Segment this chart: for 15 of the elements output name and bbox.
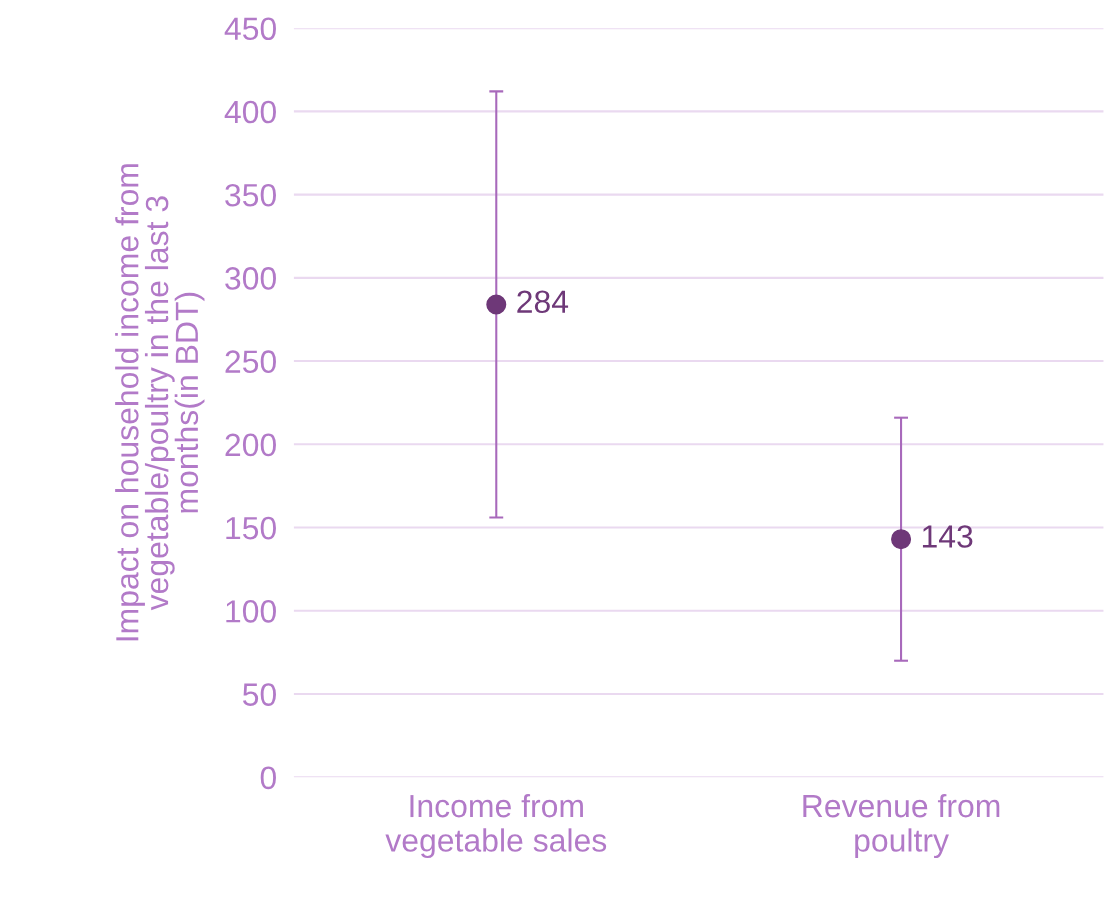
- y-tick-label: 250: [225, 350, 276, 373]
- y-tick-label: 200: [225, 433, 276, 457]
- y-tick-label: 300: [225, 267, 276, 290]
- y-tick-label: 150: [226, 516, 276, 540]
- y-axis-title: Impact on household income from vegetable/poultry in the last 3 months(in BDT): [115, 164, 205, 641]
- data-label: 143: [922, 525, 973, 548]
- data-label: 284: [517, 290, 569, 314]
- y-tick-label: 100: [226, 600, 276, 623]
- y-tick-label: 350: [225, 183, 276, 207]
- y-tick-label: 450: [224, 17, 276, 41]
- x-tick-label: Revenue from poultry: [803, 793, 1000, 859]
- y-tick-label: 400: [224, 100, 276, 124]
- x-tick-label: Income from vegetable sales: [385, 793, 607, 859]
- y-tick-label: 50: [242, 683, 276, 706]
- y-tick-label: 0: [260, 766, 276, 790]
